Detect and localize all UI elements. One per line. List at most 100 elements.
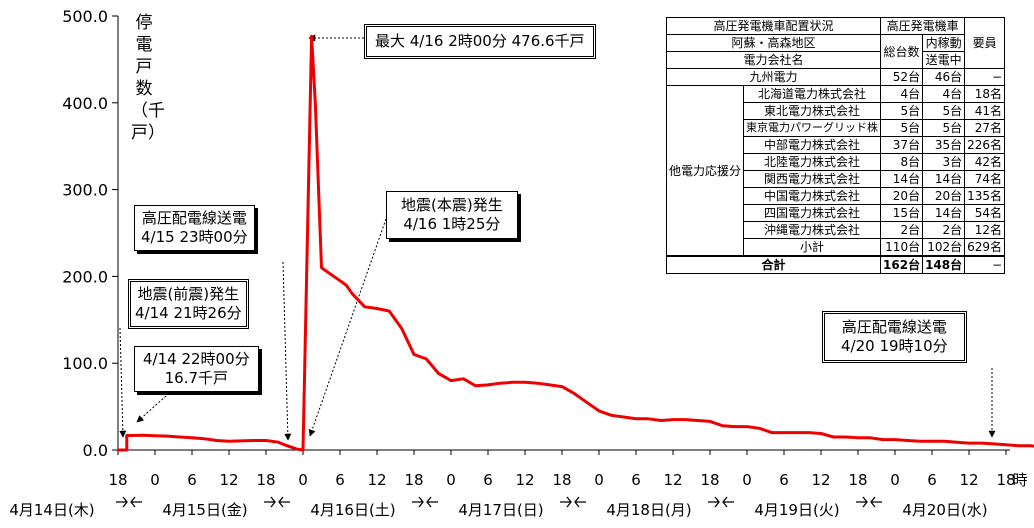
y-tick-label: 100.0 [62,354,108,373]
x-tick-label: 12 [515,471,534,489]
day-label: 4月16日(土) [310,501,395,519]
day-label: 4月15日(金) [162,501,247,519]
table-row: 東京電力パワーグリッド株 5台 5台 27名 [667,119,1006,137]
y-tick-labels: 0.0 100.0 200.0 300.0 400.0 500.0 [62,7,108,460]
row-name: 北陸電力株式会社 [743,153,882,171]
x-tick-label: 0 [446,471,456,489]
x-tick-label: 0 [742,471,752,489]
row-total: 15台 [880,204,924,222]
row-staff: 42名 [964,153,1006,171]
annotation-first-value: 4/14 22時00分 16.7千戸 [134,346,259,392]
x-tick-label: 12 [219,471,238,489]
annotation-leader-line [136,395,167,423]
day-separator-arrow [560,496,586,508]
x-tick-label: 0 [150,471,160,489]
row-staff: − [964,255,1006,274]
row-staff: 54名 [964,204,1006,222]
row-total: 2台 [880,221,924,239]
y-axis-title: 停電戸数（千戸） [131,13,165,143]
row-total: 162台 [880,255,924,274]
row-total: 20台 [880,187,924,205]
annotation-leader-line [119,327,127,438]
table-row-kyushu: 九州電力 52台 46台 − [665,68,1006,86]
y-tick-label: 400.0 [62,94,108,113]
row-active: 20台 [922,187,966,205]
row-staff: 226名 [964,136,1006,154]
y-grid-ticks [112,15,118,451]
table-header-machines: 高圧発電機車 [880,17,966,35]
table-row: 四国電力株式会社 15台 14台 54名 [667,204,1006,222]
row-name: 北海道電力株式会社 [743,85,882,103]
day-labels: 4月14日(木) 4月15日(金) 4月16日(土) 4月17日(日) 4月18日(月)… [9,496,988,519]
x-tick-label: 6 [631,471,641,489]
day-separator-arrow [856,496,882,508]
table-row: 東北電力株式会社 5台 5台 41名 [667,102,1006,120]
row-active: 3台 [922,153,966,171]
x-tick-label: 12 [663,471,682,489]
x-tick-label: 12 [811,471,830,489]
row-staff: 27名 [964,119,1006,137]
table-row: 北陸電力株式会社 8台 3台 42名 [667,153,1006,171]
row-name: 東北電力株式会社 [743,102,882,120]
row-active: 14台 [922,170,966,188]
annotation-first-value-line1: 4/14 22時00分 [143,350,250,368]
row-total: 5台 [880,102,924,120]
table-row: 他電力応援分 北海道電力株式会社 4台 4台 18名 [665,85,1006,257]
day-label: 4月14日(木) [9,501,94,519]
annotation-peak: 最大 4/16 2時00分 476.6千戸 [364,24,596,59]
annotation-first-value-line2: 16.7千戸 [164,369,229,387]
row-active: 46台 [922,68,966,86]
day-separator-arrow [708,496,734,508]
row-total: 52台 [880,68,924,86]
generator-deployment-table: 高圧発電機車配置状況 高圧発電機車 要員 阿蘇・高森地区 総台数 内稼動 電力会… [665,17,1006,274]
row-active: 148台 [922,255,966,274]
row-name: 沖縄電力株式会社 [743,221,882,239]
row-name: 九州電力 [665,68,882,86]
y-tick-label: 300.0 [62,181,108,200]
annotation-line-restore-1-line1: 高圧配電線送電 [141,209,247,227]
day-label: 4月19日(火) [754,501,839,519]
row-staff: 74名 [964,170,1006,188]
x-tick-label: 18 [996,471,1015,489]
x-tick-label: 6 [927,471,937,489]
row-active: 2台 [922,221,966,239]
day-label: 4月18日(月) [606,501,691,519]
row-staff: − [964,68,1006,86]
x-tick-label: 6 [187,471,197,489]
annotation-line-restore-1: 高圧配電線送電 4/15 23時00分 [134,205,255,251]
table-row: 関西電力株式会社 14台 14台 74名 [667,170,1006,188]
table-header-active1: 内稼動 [922,34,966,52]
annotation-leaders [119,34,996,441]
row-total: 14台 [880,170,924,188]
annotation-line-restore-2: 高圧配電線送電 4/20 19時10分 [822,311,967,363]
x-tick-label: 0 [298,471,308,489]
row-total: 4台 [880,85,924,103]
x-tick-label: 6 [335,471,345,489]
x-tick-label: 12 [367,471,386,489]
x-tick-label: 6 [779,471,789,489]
row-name: 小計 [743,238,882,257]
y-tick-label: 500.0 [62,7,108,26]
table-header-area: 阿蘇・高森地区 [665,34,882,52]
annotation-mainshock: 地震(本震)発生 4/16 1時25分 [386,191,518,239]
x-tick-label: 0 [890,471,900,489]
annotation-foreshock-line2: 4/14 21時26分 [135,304,242,322]
x-tick-label: 18 [404,471,423,489]
row-name: 東京電力パワーグリッド株 [743,119,882,137]
x-tick-label: 12 [959,471,978,489]
y-tick-label: 200.0 [62,267,108,286]
x-tick-label: 18 [108,471,127,489]
row-active: 102台 [922,238,966,257]
group-label: 他電力応援分 [665,85,745,257]
row-staff: 12名 [964,221,1006,239]
table-header-active2: 送電中 [922,51,966,69]
day-separator-arrow [116,496,142,508]
row-name: 中国電力株式会社 [743,187,882,205]
annotation-leader-line [282,261,292,441]
row-total: 5台 [880,119,924,137]
row-staff: 629名 [964,238,1006,257]
table-row: 沖縄電力株式会社 2台 2台 12名 [667,221,1006,239]
table-header-title: 高圧発電機車配置状況 [665,17,882,35]
annotation-mainshock-line2: 4/16 1時25分 [403,215,501,233]
